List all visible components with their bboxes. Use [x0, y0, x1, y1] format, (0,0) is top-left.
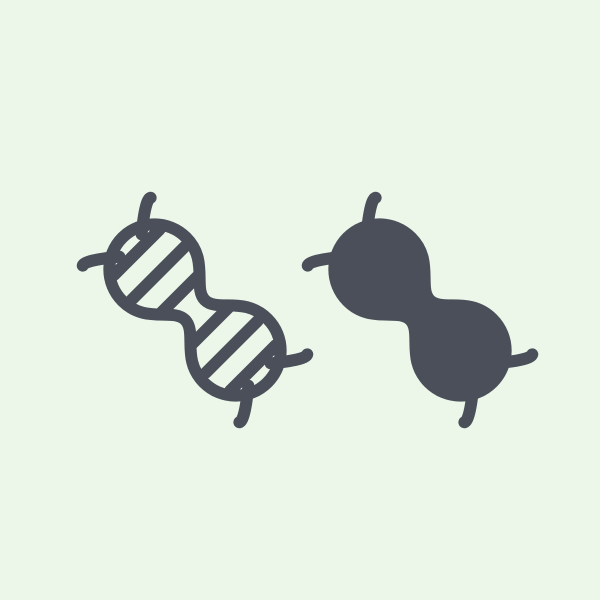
icon-svg-root — [0, 0, 600, 600]
canvas-background — [0, 0, 600, 600]
icon-pair-canvas — [0, 0, 600, 600]
